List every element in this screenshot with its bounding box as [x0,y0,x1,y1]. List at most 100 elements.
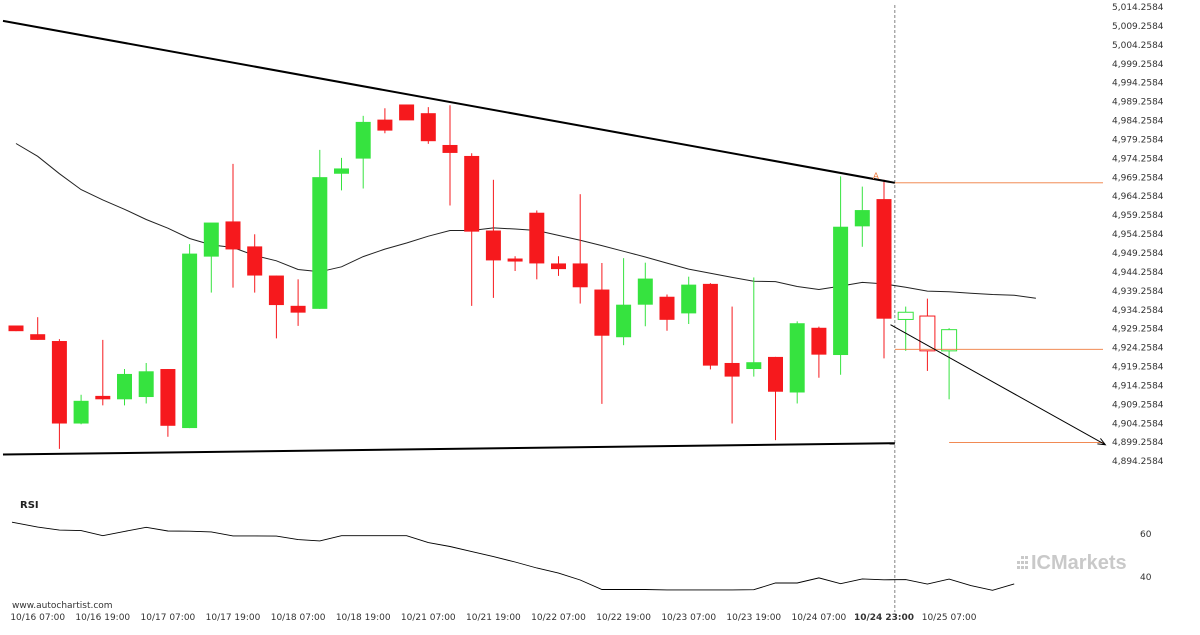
candle-body [616,304,632,338]
candle [420,107,436,144]
candle-body [768,356,783,392]
future-candle [941,328,958,400]
candle-body [789,323,805,393]
candle-body [876,199,892,319]
candle [594,263,610,404]
candle-body [377,119,393,131]
future-candle [919,298,936,371]
candle-body [203,222,219,257]
candle [355,115,371,189]
candle-body [637,278,653,305]
y-tick-label: 4,894.2584 [1112,457,1164,467]
candle [876,179,892,359]
candle-body [334,168,349,174]
candle [160,369,176,437]
candle [811,326,827,378]
brand-name: ICMarkets [1031,552,1127,574]
projection-arrowhead [1097,438,1107,446]
candle [551,256,566,276]
y-tick-label: 4,979.2584 [1112,136,1164,146]
x-tick-label: 10/16 07:00 [10,613,65,623]
candle [854,186,870,247]
x-tick-label: 10/16 19:00 [75,613,130,623]
candle-body [73,400,89,424]
candle [182,244,198,429]
y-tick-label: 5,004.2584 [1112,41,1164,51]
y-tick-label: 4,939.2584 [1112,287,1164,297]
x-tick-label: 10/17 07:00 [141,613,196,623]
candle [117,369,132,406]
candle-body [507,258,523,262]
candle [681,276,697,324]
candle [30,317,46,340]
candle [290,279,306,326]
candle [334,157,349,191]
projection-line [890,324,1106,446]
y-tick-label: 4,974.2584 [1112,154,1164,164]
candle [746,277,762,377]
watermark-text: www.autochartist.com [12,601,113,611]
candle [789,321,805,404]
y-tick-label: 4,969.2584 [1112,173,1164,183]
y-tick-label: 4,994.2584 [1112,79,1164,89]
x-tick-label: 10/21 19:00 [466,613,521,623]
rsi-tick-label: 60 [1140,530,1152,540]
y-tick-label: 4,929.2584 [1112,325,1164,335]
y-tick-label: 4,949.2584 [1112,249,1164,259]
candle-body [30,334,46,340]
candle-body [247,246,263,276]
candle [377,108,393,134]
candle [659,294,675,331]
candle [833,176,849,375]
candle-body [941,329,958,352]
candle-body [8,325,24,332]
candle [399,104,415,121]
candle-body [572,263,588,288]
y-tick-label: 4,984.2584 [1112,117,1164,127]
y-tick-label: 4,909.2584 [1112,400,1164,410]
pattern-marker: A [873,172,880,182]
candle [485,179,501,298]
x-tick-label: 10/23 19:00 [726,613,781,623]
candle [442,105,458,206]
y-tick-label: 4,989.2584 [1112,98,1164,108]
y-axis-layer: 5,014.2584 5,009.2584 5,004.2584 4,999.2584… [1112,3,1164,467]
moving-average-layer [15,143,1036,299]
candle-body [551,263,566,270]
candle-body [702,283,718,366]
resistance-trendline [2,19,896,184]
brand-logo: ICMarkets [1017,552,1127,574]
y-tick-label: 4,964.2584 [1112,192,1164,202]
candle [138,362,154,404]
x-tick-label: 10/23 07:00 [661,613,716,623]
candle-body [290,305,306,313]
candle-body [442,144,458,153]
y-tick-label: 4,954.2584 [1112,230,1164,240]
candle-body [117,373,132,400]
rsi-line [11,521,1015,591]
candle [225,163,241,288]
y-tick-label: 4,944.2584 [1112,268,1164,278]
candle-body [51,341,67,424]
candle-body [811,327,827,355]
rsi-title: RSI [20,500,39,511]
y-tick-label: 4,999.2584 [1112,60,1164,70]
y-tick-label: 5,014.2584 [1112,3,1164,13]
pattern-lines-layer: A [2,19,1107,456]
candle-body [138,371,154,398]
candle-body [659,296,675,320]
candle-body [854,210,870,227]
candle [572,194,588,304]
y-tick-label: 4,914.2584 [1112,382,1164,392]
candle [768,356,783,441]
candle-body [464,155,480,232]
candle-body [399,104,415,121]
candle [637,262,653,327]
x-tick-label: 10/22 19:00 [596,613,651,623]
candle-body [681,284,697,314]
candle [529,210,545,280]
candle-body [724,362,740,377]
moving-average-line [15,143,1036,299]
candle-body [919,315,936,352]
candle-body [746,362,762,370]
